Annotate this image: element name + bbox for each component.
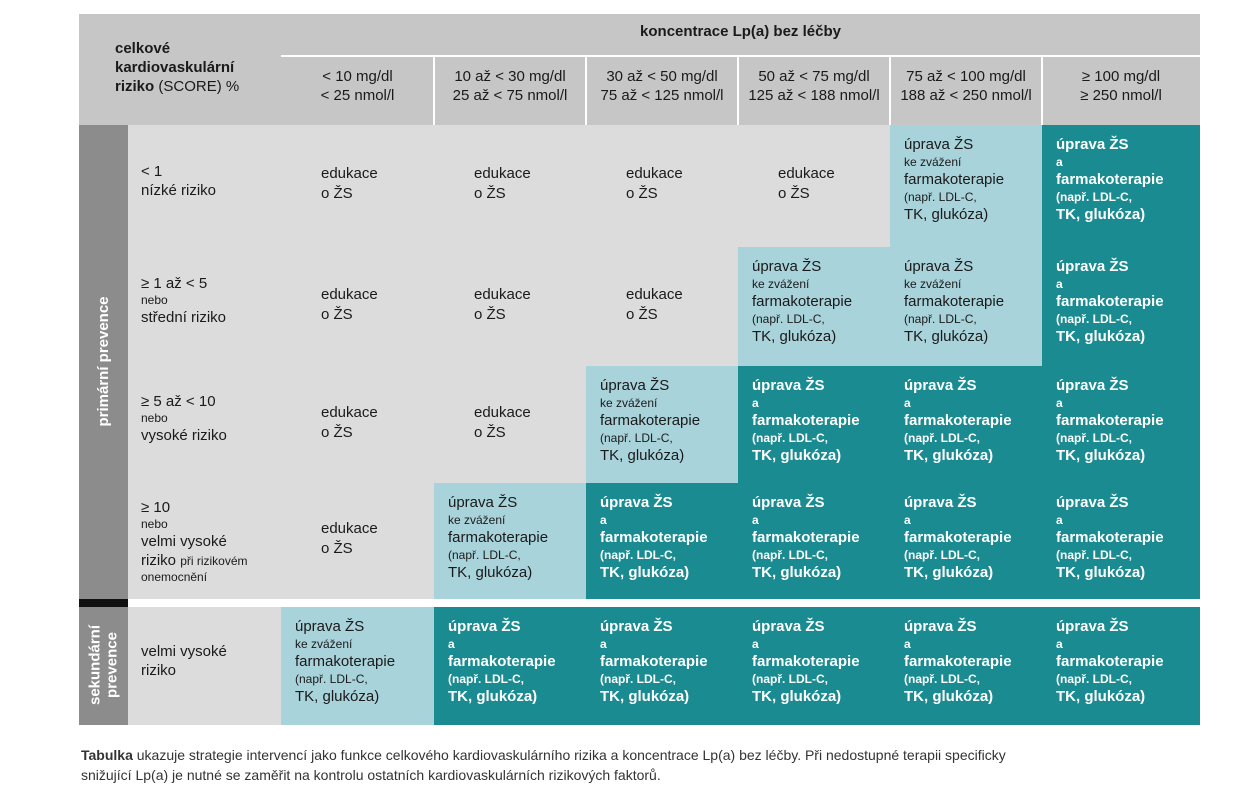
header-divider [281,55,1200,57]
cell-consider-treatment: úprava ŽS ke zvážení farmakoterapie (např. … [434,483,586,599]
cell-education: edukace o ŽS [434,366,586,483]
cell-consider-treatment: úprava ŽS ke zvážení farmakoterapie (např. … [890,247,1042,366]
cell-treatment: úprava ŽS a farmakoterapie (např. LDL-C, TK,… [890,483,1042,599]
row-label: velmi vysoké riziko [141,643,227,679]
primary-prevention-label: primární prevence [95,296,112,427]
cell-treatment: úprava ŽS a farmakoterapie (např. LDL-C, TK,… [738,483,890,599]
section-gap [128,599,1200,607]
secondary-prevention-band [79,607,128,725]
column-divider [1041,57,1043,125]
cell-education: edukace o ŽS [586,125,738,247]
cell-education: edukace o ŽS [434,125,586,247]
cell-treatment: úprava ŽS a farmakoterapie (např. LDL-C, TK,… [1042,247,1200,366]
row-label-cell [128,607,281,725]
row-label-cell [128,483,281,599]
column-header: 30 až < 50 mg/dl 75 až < 125 nmol/l [600,68,724,104]
column-divider [585,57,587,125]
row-label: ≥ 10 nebo velmi vysoké riziko při rizikovém… [141,499,248,584]
cell-treatment: úprava ŽS a farmakoterapie (např. LDL-C, TK,… [890,366,1042,483]
table-header [79,14,1200,125]
cell-treatment: úprava ŽS a farmakoterapie (např. LDL-C, TK,… [1042,366,1200,483]
column-header: < 10 mg/dl < 25 nmol/l [320,68,395,104]
cell-education: edukace o ŽS [281,125,434,247]
row-label-cell [128,366,281,483]
cell-treatment: úprava ŽS a farmakoterapie (např. LDL-C, TK,… [1042,607,1200,725]
group-separator [79,599,128,607]
lpa-risk-table: celkové kardiovaskulární riziko (SCORE) … [79,14,1200,725]
column-divider [433,57,435,125]
cell-treatment: úprava ŽS a farmakoterapie (např. LDL-C, TK,… [586,483,738,599]
cell-education: edukace o ŽS [281,366,434,483]
cell-education: edukace o ŽS [281,483,434,599]
cell-treatment: úprava ŽS a farmakoterapie (např. LDL-C, TK,… [890,607,1042,725]
cell-consider-treatment: úprava ŽS ke zvážení farmakoterapie (např. … [890,125,1042,247]
risk-header-label: celkové kardiovaskulární riziko (SCORE) … [115,40,240,95]
cell-treatment: úprava ŽS a farmakoterapie (např. LDL-C, TK,… [1042,125,1200,247]
column-divider [889,57,891,125]
cell-education: edukace o ŽS [586,247,738,366]
cell-consider-treatment: úprava ŽS ke zvážení farmakoterapie (např. … [281,607,434,725]
column-header: 10 až < 30 mg/dl 25 až < 75 nmol/l [452,68,568,104]
row-label: < 1 nízké riziko [141,163,217,199]
column-header: ≥ 100 mg/dl ≥ 250 nmol/l [1080,68,1162,104]
column-header: 50 až < 75 mg/dl 125 až < 188 nmol/l [748,68,880,104]
cell-consider-treatment: úprava ŽS ke zvážení farmakoterapie (např. … [738,247,890,366]
cell-education: edukace o ŽS [738,125,890,247]
column-header: 75 až < 100 mg/dl 188 až < 250 nmol/l [900,68,1032,104]
lpa-header-title: koncentrace Lp(a) bez léčby [640,23,841,40]
cell-treatment: úprava ŽS a farmakoterapie (např. LDL-C, TK,… [738,607,890,725]
row-label: ≥ 5 až < 10 nebo vysoké riziko [141,393,227,444]
primary-prevention-band [79,125,128,599]
table-caption: Tabulka ukazuje strategie intervencí jak… [81,747,1006,783]
cell-education: edukace o ŽS [434,247,586,366]
cell-treatment: úprava ŽS a farmakoterapie (např. LDL-C, TK,… [738,366,890,483]
row-label-cell [128,247,281,366]
row-label: ≥ 1 až < 5 nebo střední riziko [141,275,227,326]
cell-treatment: úprava ŽS a farmakoterapie (např. LDL-C, TK,… [1042,483,1200,599]
row-label-cell [128,125,281,247]
cell-treatment: úprava ŽS a farmakoterapie (např. LDL-C, TK,… [586,607,738,725]
cell-treatment: úprava ŽS a farmakoterapie (např. LDL-C, TK,… [434,607,586,725]
cell-consider-treatment: úprava ŽS ke zvážení farmakoterapie (např. … [586,366,738,483]
column-divider [737,57,739,125]
cell-education: edukace o ŽS [281,247,434,366]
caption-bold: Tabulka [81,747,133,763]
secondary-prevention-label: sekundární prevence [86,624,121,706]
